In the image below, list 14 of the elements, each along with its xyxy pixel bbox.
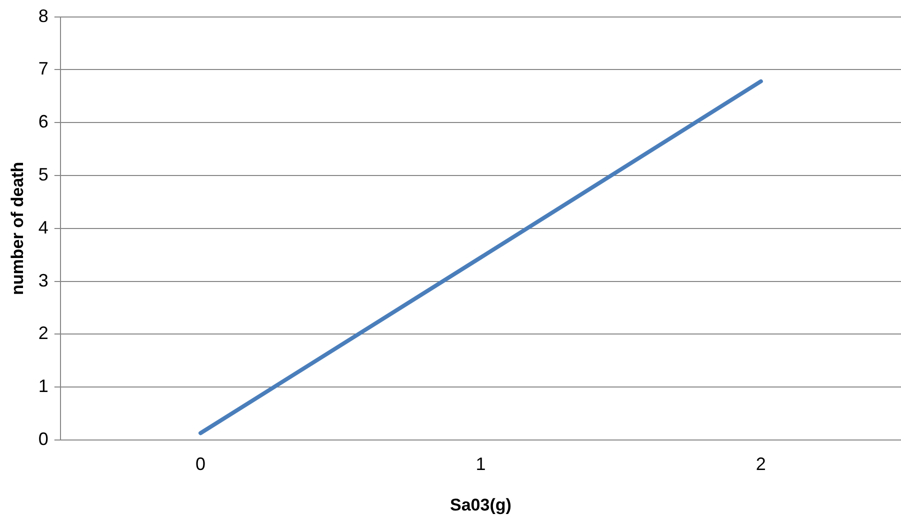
y-axis-title: number of death [8, 162, 27, 295]
y-tick-label: 7 [38, 58, 48, 79]
x-axis-title: Sa03(g) [450, 495, 512, 514]
x-tick-label: 1 [476, 454, 486, 474]
y-tick-label: 2 [38, 323, 48, 344]
y-tick-label: 0 [38, 428, 48, 449]
y-tick-label: 1 [38, 376, 48, 396]
y-tick-label: 5 [38, 164, 48, 184]
y-tick-label: 6 [38, 112, 48, 132]
x-tick-label: 0 [196, 454, 206, 474]
y-tick-label: 3 [38, 270, 48, 290]
y-tick-label: 8 [38, 6, 48, 26]
x-tick-label: 2 [756, 454, 766, 474]
y-tick-label: 4 [38, 217, 48, 238]
